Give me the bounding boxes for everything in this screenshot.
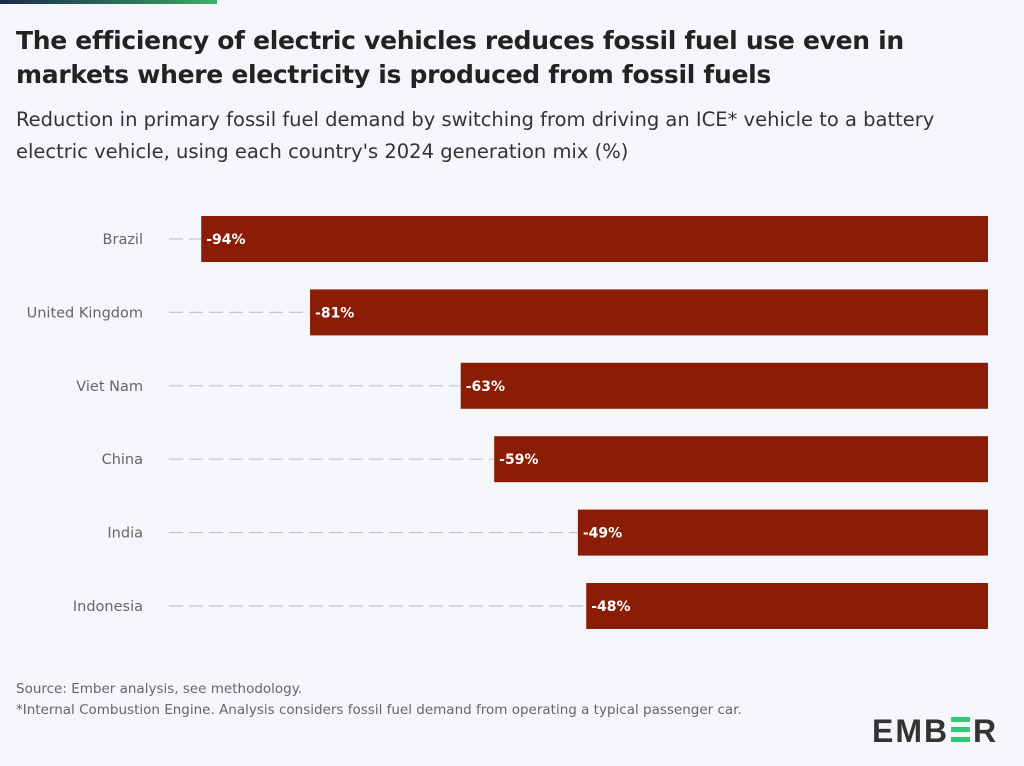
bar <box>494 436 988 483</box>
top-accent-bar <box>0 0 217 4</box>
category-label: Indonesia <box>73 599 143 615</box>
data-label: -63% <box>466 379 505 395</box>
data-label: -59% <box>499 452 538 468</box>
bar <box>460 362 988 409</box>
category-label: Viet Nam <box>76 379 143 395</box>
bar <box>201 216 989 262</box>
chart-subtitle: Reduction in primary fossil fuel demand … <box>16 108 935 163</box>
source-text: Source: Ember analysis, see methodology. <box>16 681 303 697</box>
data-label: -94% <box>206 232 245 248</box>
category-label: Brazil <box>103 232 143 248</box>
data-label: -81% <box>315 305 354 321</box>
category-label: United Kingdom <box>27 305 143 321</box>
svg-text:EMB: EMB <box>872 713 949 748</box>
category-label: India <box>107 526 143 542</box>
category-label: China <box>102 452 143 468</box>
ember-logo: EMB R <box>872 713 996 748</box>
chart-title: The efficiency of electric vehicles redu… <box>16 26 904 89</box>
bar <box>310 289 988 336</box>
data-label: -48% <box>591 599 630 615</box>
data-label: -49% <box>583 526 622 542</box>
svg-text:R: R <box>973 713 996 748</box>
bar <box>586 583 988 629</box>
footnote-text: *Internal Combustion Engine. Analysis co… <box>16 702 742 718</box>
footer-notes: Source: Ember analysis, see methodology.… <box>16 679 776 721</box>
bar <box>577 509 988 556</box>
